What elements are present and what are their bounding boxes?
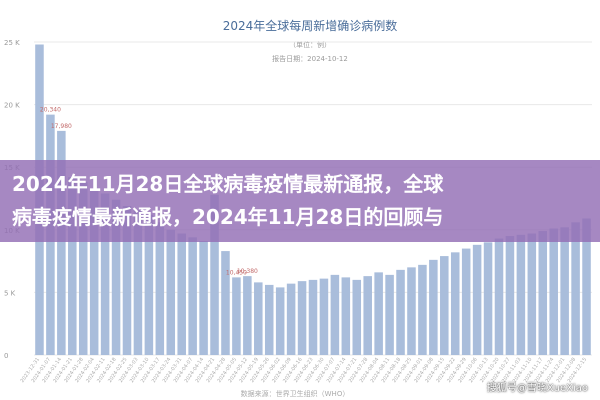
bar-value-label: 20,340 <box>40 107 61 114</box>
bar <box>254 282 263 355</box>
y-tick-label: 0 <box>4 352 8 360</box>
bar <box>89 189 99 355</box>
bar-series <box>35 44 591 356</box>
bar <box>57 130 66 355</box>
bar <box>319 278 329 355</box>
bar <box>111 199 121 355</box>
bar <box>243 276 252 355</box>
bar <box>571 222 580 355</box>
bar <box>286 283 296 355</box>
watermark: 搜狐号@雪晓XueXiao <box>486 383 588 394</box>
bar-value-label: 10,380 <box>237 268 258 275</box>
bar <box>483 242 493 355</box>
bar <box>560 227 569 355</box>
bar <box>210 194 219 355</box>
bar <box>582 218 591 355</box>
bar <box>385 274 394 355</box>
bar <box>440 256 449 355</box>
bar <box>68 177 77 355</box>
y-tick-label: 25 K <box>4 39 20 47</box>
bar <box>352 279 362 355</box>
bar <box>407 267 416 355</box>
bar <box>122 206 132 355</box>
bar <box>418 264 427 355</box>
bar-value-label: 17,980 <box>51 123 72 130</box>
bar <box>221 251 230 355</box>
bar <box>527 233 537 355</box>
bar <box>188 237 197 355</box>
bar <box>505 236 515 355</box>
bar <box>396 269 405 355</box>
bar <box>461 248 471 355</box>
bar <box>308 279 318 355</box>
headline-banner: 2024年11月28日全球病毒疫情最新通报，全球 病毒疫情最新通报，2024年1… <box>0 160 600 242</box>
bar <box>155 222 165 355</box>
bar <box>429 259 438 355</box>
bar <box>330 274 340 355</box>
data-source: 数据来源：世界卫生组织（WHO） <box>241 389 350 398</box>
y-tick-label: 5 K <box>4 289 16 297</box>
bar <box>494 238 504 355</box>
report-date: 报告日期：2024-10-12 <box>272 54 348 63</box>
bar <box>363 276 372 355</box>
bar <box>275 287 285 355</box>
bar <box>166 229 176 355</box>
headline-line-1: 2024年11月28日全球病毒疫情最新通报，全球 <box>12 172 444 196</box>
bar <box>549 228 558 355</box>
bar <box>516 234 526 355</box>
bar <box>264 284 274 355</box>
bar <box>199 241 208 355</box>
x-axis: 2023-12-312024-01-072024-01-142024-01-21… <box>20 357 589 384</box>
bar <box>78 182 88 355</box>
bar <box>100 193 110 355</box>
headline-text: 2024年11月28日全球病毒疫情最新通报，全球 病毒疫情最新通报，2024年1… <box>12 168 443 234</box>
bar <box>232 277 241 355</box>
bar <box>472 244 482 355</box>
bar <box>374 272 383 355</box>
bar <box>538 231 548 355</box>
chart-subtitle: （单位：例） <box>289 40 331 49</box>
bar <box>144 214 154 355</box>
bar-value-label: 10,450 <box>226 269 247 276</box>
bar <box>177 233 186 355</box>
bar <box>341 277 351 355</box>
bar <box>297 281 307 355</box>
chart-title: 2024年全球每周新增确诊病例数 <box>223 18 398 33</box>
headline-line-2: 病毒疫情最新通报，2024年11月28日的回顾与 <box>12 205 444 229</box>
y-tick-label: 20 K <box>4 102 20 110</box>
bar <box>133 209 143 355</box>
bar <box>450 252 460 355</box>
